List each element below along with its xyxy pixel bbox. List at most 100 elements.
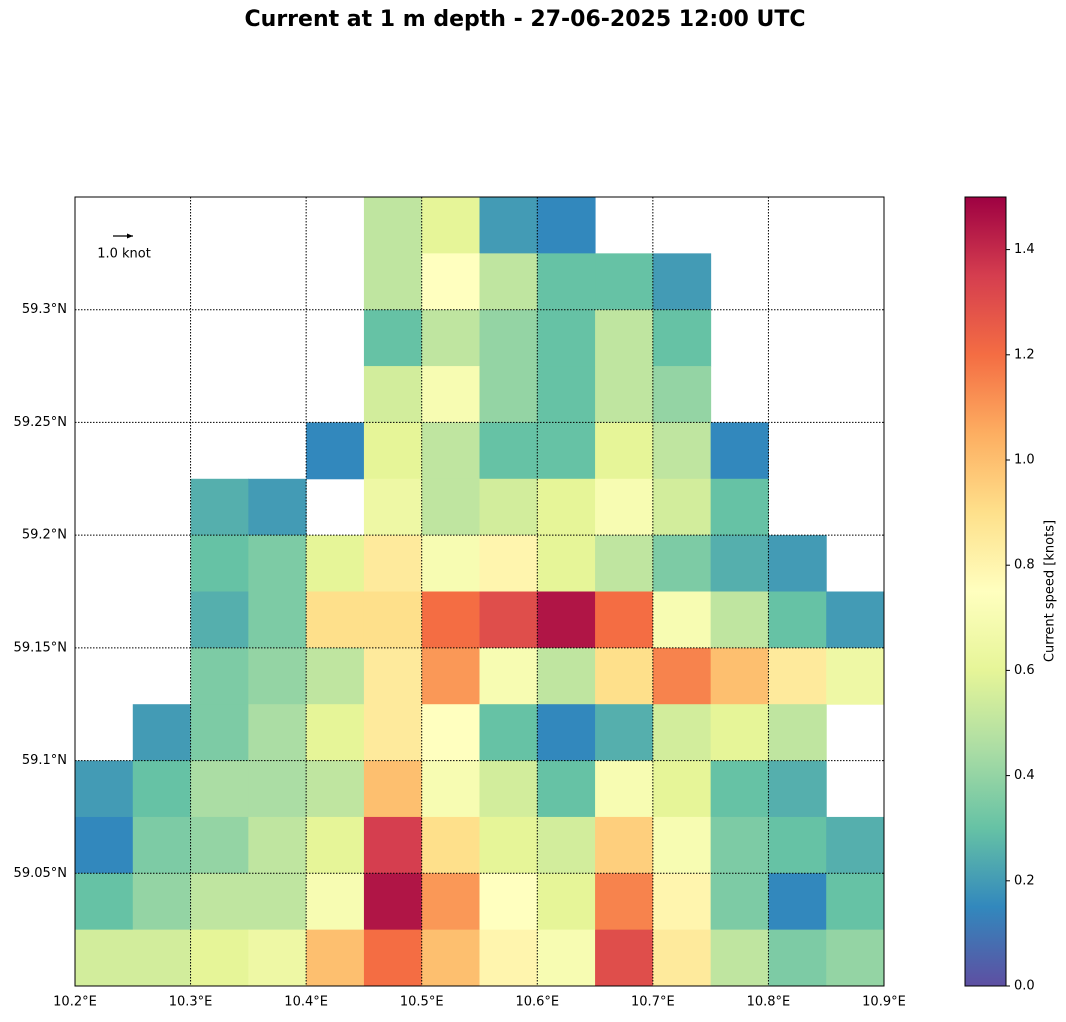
speed-cell xyxy=(363,591,423,649)
speed-cell xyxy=(421,535,480,592)
speed-cell xyxy=(595,704,654,762)
speed-cell xyxy=(479,197,538,254)
speed-cell xyxy=(306,591,365,649)
speed-cell xyxy=(248,478,307,536)
speed-cell xyxy=(421,197,480,254)
speed-cell xyxy=(595,309,654,367)
speed-cell xyxy=(132,816,192,874)
speed-cell xyxy=(652,816,712,874)
speed-cell xyxy=(421,647,480,705)
speed-cell xyxy=(421,422,480,480)
speed-cell xyxy=(652,873,712,931)
speed-cell xyxy=(595,535,654,592)
x-tick-label: 10.9°E xyxy=(862,995,906,1010)
colorbar-tick-label: 0.2 xyxy=(1014,873,1035,888)
speed-cell xyxy=(537,647,596,705)
speed-cell xyxy=(652,422,712,480)
speed-cell xyxy=(652,591,712,649)
speed-cell xyxy=(306,422,365,480)
y-tick-label: 59.2°N xyxy=(22,528,67,543)
speed-cell xyxy=(248,704,307,762)
speed-cell xyxy=(421,478,480,536)
speed-cell xyxy=(595,253,654,311)
speed-cell xyxy=(248,760,307,818)
speed-cell xyxy=(652,704,712,762)
speed-cell xyxy=(652,760,712,818)
speed-cell xyxy=(306,760,365,818)
speed-cell xyxy=(306,929,365,987)
speed-cell xyxy=(479,535,538,592)
quiver-key-head xyxy=(127,233,133,239)
speed-cell xyxy=(479,422,538,480)
speed-cell xyxy=(537,535,596,592)
speed-cell xyxy=(421,929,480,987)
speed-cell xyxy=(479,309,538,367)
speed-cell xyxy=(248,873,307,931)
speed-cell xyxy=(132,929,192,987)
speed-cell xyxy=(537,929,596,987)
x-tick-label: 10.2°E xyxy=(53,995,97,1010)
field xyxy=(75,197,885,987)
colorbar-tick-label: 1.0 xyxy=(1014,453,1035,468)
speed-cell xyxy=(595,760,654,818)
speed-cell xyxy=(306,704,365,762)
map-frame xyxy=(74,196,885,987)
speed-cell xyxy=(826,647,885,705)
y-tick-label: 59.3°N xyxy=(22,302,67,317)
speed-cell xyxy=(710,478,769,536)
y-tick-label: 59.15°N xyxy=(14,640,67,655)
speed-cell xyxy=(421,591,480,649)
speed-cell xyxy=(768,873,827,931)
speed-cell xyxy=(652,309,712,367)
speed-cell xyxy=(421,366,480,423)
colorbar-tick-label: 0.8 xyxy=(1014,558,1035,573)
speed-cell xyxy=(652,253,712,311)
speed-cell xyxy=(479,366,538,423)
speed-cell xyxy=(132,760,192,818)
speed-cell xyxy=(190,478,249,536)
speed-cell xyxy=(652,366,712,423)
speed-cell xyxy=(421,816,480,874)
speed-cell xyxy=(363,197,423,254)
speed-cell xyxy=(132,873,192,931)
y-tick-label: 59.25°N xyxy=(14,415,67,430)
x-tick-label: 10.7°E xyxy=(631,995,675,1010)
speed-cell xyxy=(595,873,654,931)
y-tick-label: 59.1°N xyxy=(22,753,67,768)
speed-cell xyxy=(363,422,423,480)
speed-cell xyxy=(537,197,596,254)
speed-cell xyxy=(768,647,827,705)
speed-cell xyxy=(248,591,307,649)
speed-cell xyxy=(132,704,192,762)
speed-cell xyxy=(190,647,249,705)
colorbar-tick-label: 1.4 xyxy=(1014,242,1035,257)
x-tick-label: 10.8°E xyxy=(747,995,791,1010)
speed-cell xyxy=(479,704,538,762)
speed-cell xyxy=(479,253,538,311)
x-tick-label: 10.5°E xyxy=(400,995,444,1010)
speed-cell xyxy=(652,647,712,705)
speed-cell xyxy=(421,873,480,931)
speed-cell xyxy=(537,873,596,931)
speed-cell xyxy=(710,704,769,762)
speed-cell xyxy=(306,535,365,592)
speed-cell xyxy=(826,873,885,931)
speed-cell xyxy=(537,760,596,818)
speed-cell xyxy=(652,535,712,592)
speed-cell xyxy=(75,873,134,931)
speed-cell xyxy=(190,873,249,931)
x-tick-label: 10.4°E xyxy=(284,995,328,1010)
speed-cell xyxy=(479,873,538,931)
x-tick-label: 10.6°E xyxy=(515,995,559,1010)
speed-cell xyxy=(248,816,307,874)
speed-cell xyxy=(421,760,480,818)
colorbar-tick-label: 0.0 xyxy=(1014,979,1035,994)
speed-cell xyxy=(595,422,654,480)
speed-cell xyxy=(595,816,654,874)
speed-cell xyxy=(826,816,885,874)
speed-cell xyxy=(768,704,827,762)
speed-cell xyxy=(421,704,480,762)
speed-cell xyxy=(537,704,596,762)
speed-cell xyxy=(363,309,423,367)
speed-cell xyxy=(710,591,769,649)
